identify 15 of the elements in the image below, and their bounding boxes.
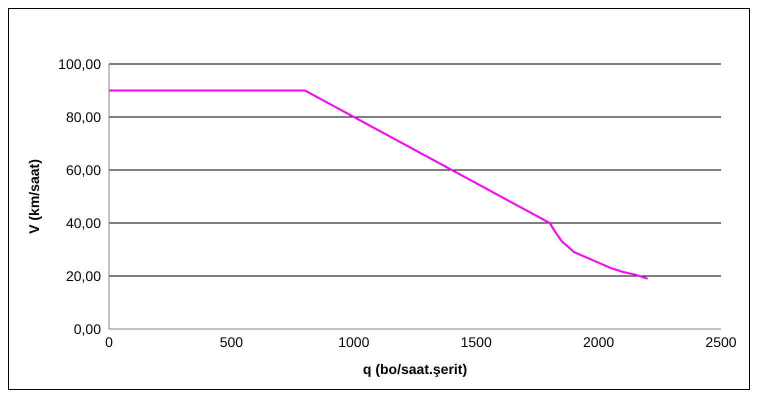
y-tick-label: 60,00 [66,162,102,178]
y-axis-title: V (km/saat) [26,159,42,234]
x-tick-label: 1500 [460,334,492,350]
y-tick-label: 100,00 [58,56,102,72]
x-tick-label: 2500 [705,334,737,350]
y-tick-label: 40,00 [66,214,102,231]
y-tick-label: 0,00 [74,320,102,337]
x-tick-label: 0 [105,334,114,350]
x-axis-title: q (bo/saat.şerit) [362,361,468,377]
x-tick-label: 500 [220,334,244,350]
y-tick-label: 20,00 [66,268,102,284]
line-series [109,90,649,280]
x-tick-label: 1000 [338,334,370,350]
x-tick-label: 2000 [583,334,614,350]
y-tick-label: 80,00 [66,108,102,125]
